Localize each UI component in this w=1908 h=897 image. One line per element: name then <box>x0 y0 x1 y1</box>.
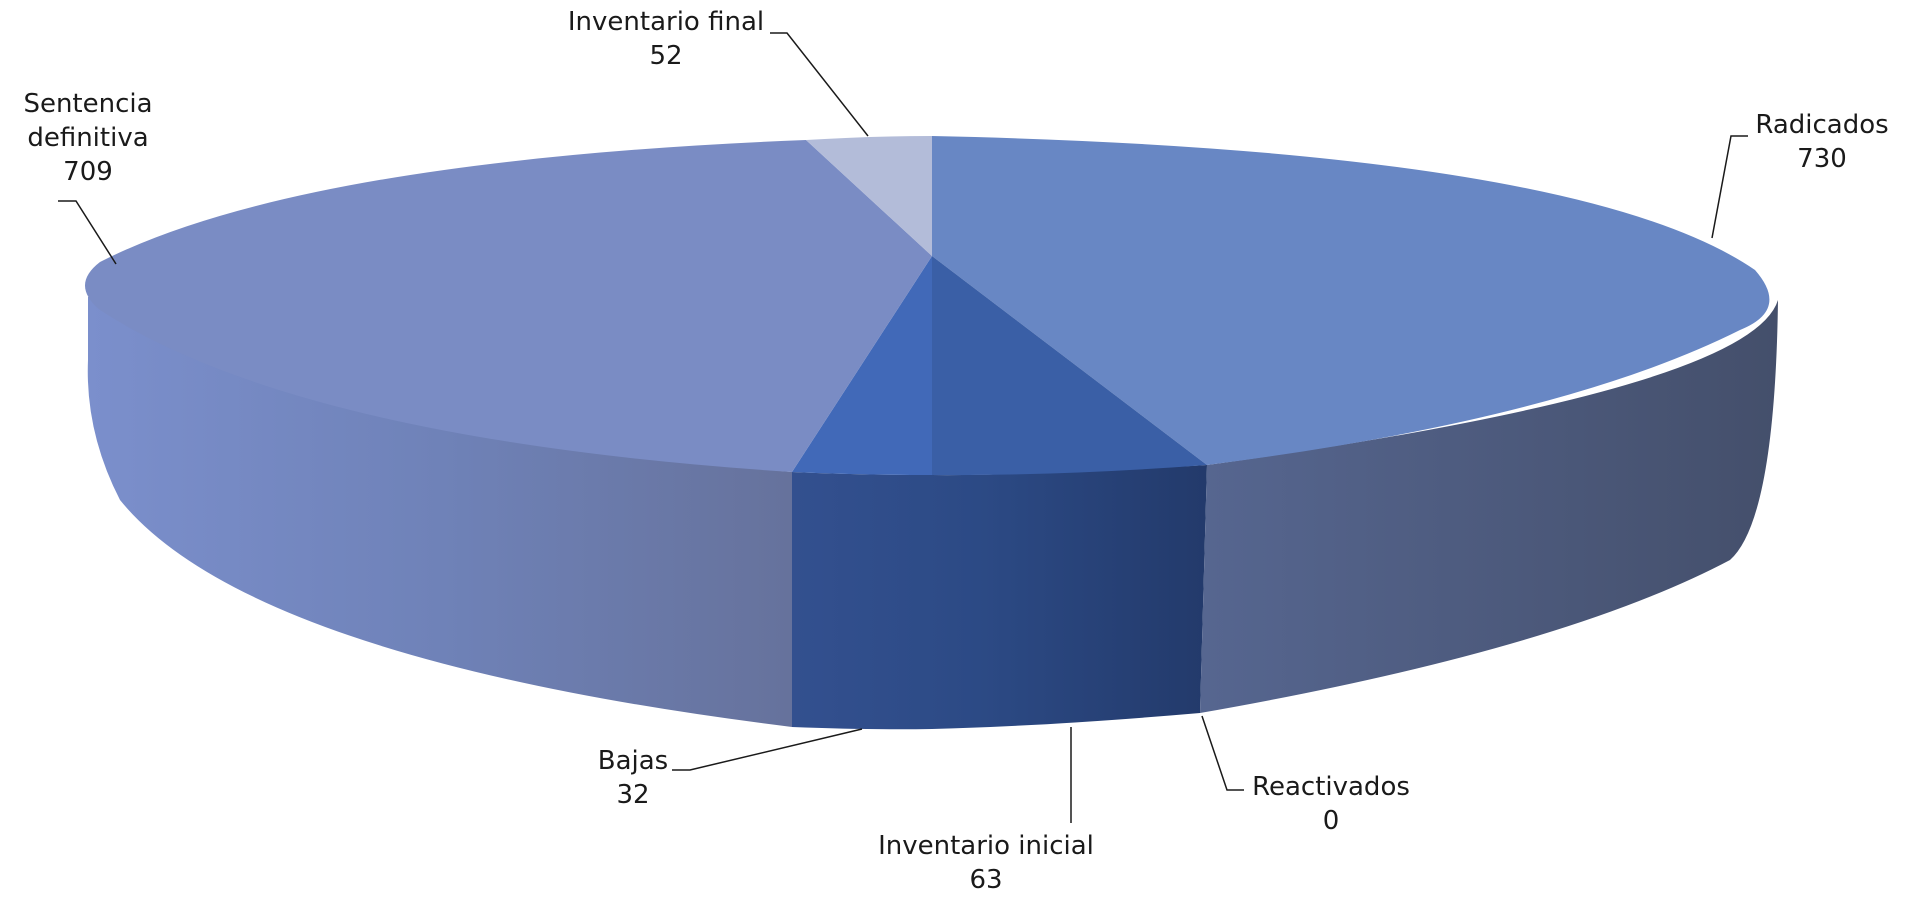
label-sentencia-definitiva-value: 709 <box>63 157 113 187</box>
leader-bajas <box>672 728 863 771</box>
side-radicados <box>1200 300 1778 713</box>
leader-sentencia-definitiva <box>58 200 117 265</box>
side-inventario-inicial <box>792 465 1207 730</box>
slice-inventario-inicial <box>932 256 1207 476</box>
slice-bajas <box>792 256 932 475</box>
label-inventario-inicial-value: 63 <box>969 865 1003 895</box>
label-inventario-inicial-name: Inventario inicial <box>878 831 1094 861</box>
label-reactivados: Reactivados 0 <box>1236 770 1426 838</box>
leader-reactivados <box>1201 715 1244 791</box>
label-sentencia-definitiva: Sentencia definitiva 709 <box>4 87 172 189</box>
label-bajas-name: Bajas <box>597 746 669 776</box>
label-radicados-value: 730 <box>1797 144 1847 174</box>
label-bajas: Bajas 32 <box>582 744 684 812</box>
slice-sentencia-definitiva <box>85 140 932 472</box>
slice-radicados <box>932 136 1770 465</box>
side-sentencia-definitiva <box>87 297 792 727</box>
label-reactivados-name: Reactivados <box>1252 772 1410 802</box>
slice-inventario-final <box>806 136 932 256</box>
slice-reactivados <box>932 256 1207 465</box>
label-sentencia-definitiva-name-1: Sentencia <box>23 89 153 119</box>
leader-inventario-final <box>770 32 869 137</box>
label-inventario-final-name: Inventario final <box>567 7 765 37</box>
label-sentencia-definitiva-name-2: definitiva <box>27 123 149 153</box>
label-radicados: Radicados 730 <box>1740 108 1904 176</box>
label-inventario-inicial: Inventario inicial 63 <box>862 829 1110 897</box>
label-radicados-name: Radicados <box>1755 110 1889 140</box>
label-bajas-value: 32 <box>616 780 650 810</box>
label-inventario-final-value: 52 <box>649 41 683 71</box>
label-inventario-final: Inventario final 52 <box>554 5 778 73</box>
label-reactivados-value: 0 <box>1322 806 1340 836</box>
leader-radicados <box>1711 135 1748 239</box>
